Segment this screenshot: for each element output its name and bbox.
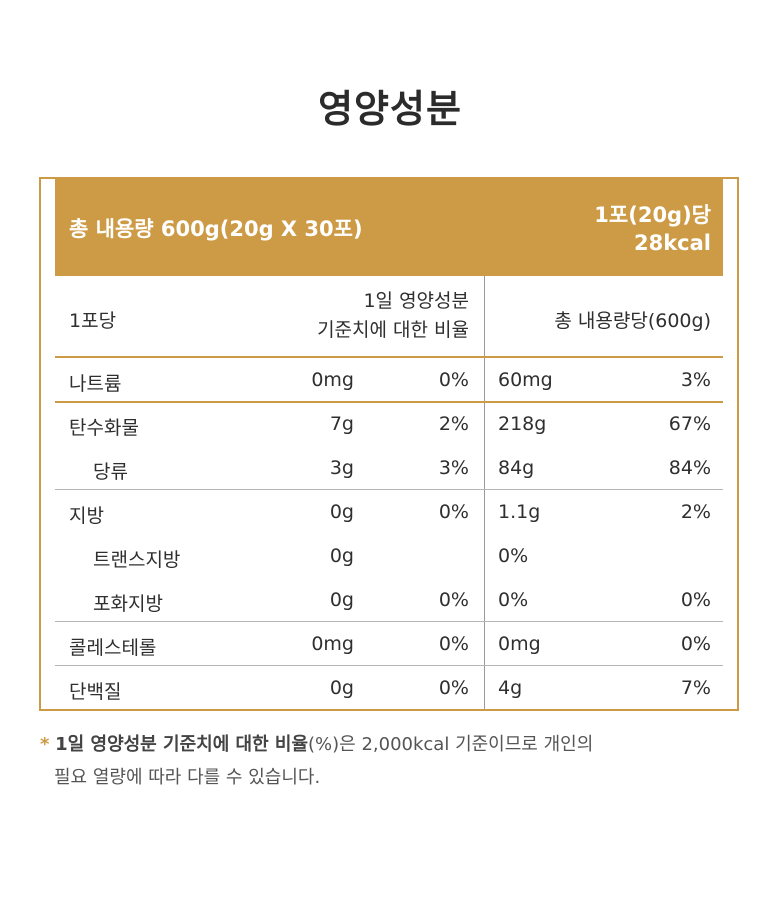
column-divider xyxy=(484,276,485,709)
row-divider xyxy=(55,621,723,622)
table-row: 단백질 0g 0% 4g 7% xyxy=(55,666,723,710)
table-row: 당류 3g 3% 84g 84% xyxy=(55,446,723,490)
page-title: 영양성분 xyxy=(318,87,462,131)
nutrient-amount: 0g xyxy=(329,501,354,523)
nutrient-amount: 7g xyxy=(329,413,354,435)
table-row: 나트륨 0mg 0% 60mg 3% xyxy=(55,358,723,402)
footnote-asterisk: * xyxy=(40,734,50,755)
nutrient-daily-percent: 0% xyxy=(438,589,469,611)
col-daily-ratio: 1일 영양성분 기준치에 대한 비율 xyxy=(317,287,469,345)
nutrient-daily-percent: 0% xyxy=(438,369,469,391)
nutrient-total-percent: 67% xyxy=(668,413,711,435)
footnote: * 1일 영양성분 기준치에 대한 비율(%)은 2,000kcal 기준이므로… xyxy=(40,728,740,794)
row-divider xyxy=(55,489,723,490)
table-row: 포화지방 0g 0% 0% 0% xyxy=(55,578,723,622)
nutrient-name: 콜레스테롤 xyxy=(69,637,157,659)
nutrient-name: 지방 xyxy=(69,505,104,527)
nutrient-total-amount: 84g xyxy=(498,457,535,479)
row-divider xyxy=(55,401,723,403)
nutrient-amount: 0mg xyxy=(311,633,354,655)
nutrient-total-amount: 4g xyxy=(498,677,523,699)
nutrient-name: 포화지방 xyxy=(93,593,163,615)
nutrient-daily-percent: 0% xyxy=(438,677,469,699)
nutrient-total-percent: 7% xyxy=(680,677,711,699)
col-daily-ratio-line1: 1일 영양성분 xyxy=(363,290,469,312)
nutrient-total-amount: 1.1g xyxy=(498,501,541,523)
footnote-line2: 필요 열량에 따라 다를 수 있습니다. xyxy=(54,767,321,788)
col-per-pack: 1포당 xyxy=(69,310,117,332)
nutrient-name: 당류 xyxy=(93,461,128,483)
table-header-bar: 총 내용량 600g(20g X 30포) 1포(20g)당 28kcal xyxy=(55,179,723,276)
table-row: 트랜스지방 0g 0% xyxy=(55,534,723,578)
footnote-bold: 1일 영양성분 기준치에 대한 비율 xyxy=(55,734,309,755)
nutrient-daily-percent: 2% xyxy=(438,413,469,435)
nutrient-total-percent: 0% xyxy=(680,589,711,611)
header-divider xyxy=(55,356,723,358)
nutrient-total-percent: 3% xyxy=(680,369,711,391)
total-content-label: 총 내용량 600g(20g X 30포) xyxy=(69,217,363,241)
calories-label: 28kcal xyxy=(633,231,711,255)
nutrient-name: 나트륨 xyxy=(69,373,122,395)
nutrient-total-amount: 0% xyxy=(498,589,529,611)
nutrient-amount: 3g xyxy=(329,457,354,479)
nutrient-amount: 0g xyxy=(329,677,354,699)
table-row: 탄수화물 7g 2% 218g 67% xyxy=(55,402,723,446)
nutrient-total-amount: 60mg xyxy=(498,369,553,391)
per-pack-label: 1포(20g)당 xyxy=(594,203,711,227)
nutrient-name: 트랜스지방 xyxy=(93,549,181,571)
row-divider xyxy=(55,665,723,666)
nutrient-total-amount: 0% xyxy=(498,545,529,567)
nutrient-total-percent: 2% xyxy=(680,501,711,523)
nutrient-total-percent: 84% xyxy=(668,457,711,479)
nutrient-amount: 0mg xyxy=(311,369,354,391)
per-pack-calories: 1포(20g)당 28kcal xyxy=(594,201,711,257)
column-header-row: 1포당 1일 영양성분 기준치에 대한 비율 총 내용량당(600g) xyxy=(55,276,723,356)
footnote-text: (%)은 2,000kcal 기준이므로 개인의 xyxy=(308,734,594,755)
nutrient-total-percent: 0% xyxy=(680,633,711,655)
nutrient-daily-percent: 0% xyxy=(438,501,469,523)
nutrient-amount: 0g xyxy=(329,545,354,567)
col-daily-ratio-line2: 기준치에 대한 비율 xyxy=(317,319,469,341)
nutrient-daily-percent: 0% xyxy=(438,633,469,655)
nutrient-amount: 0g xyxy=(329,589,354,611)
col-total: 총 내용량당(600g) xyxy=(554,310,711,332)
nutrition-table-inner: 총 내용량 600g(20g X 30포) 1포(20g)당 28kcal 1포… xyxy=(55,179,723,709)
nutrient-name: 단백질 xyxy=(69,681,122,703)
nutrient-name: 탄수화물 xyxy=(69,417,139,439)
table-row: 콜레스테롤 0mg 0% 0mg 0% xyxy=(55,622,723,666)
nutrient-total-amount: 218g xyxy=(498,413,547,435)
nutrient-daily-percent: 3% xyxy=(438,457,469,479)
nutrient-total-amount: 0mg xyxy=(498,633,541,655)
table-row: 지방 0g 0% 1.1g 2% xyxy=(55,490,723,534)
nutrition-table: 총 내용량 600g(20g X 30포) 1포(20g)당 28kcal 1포… xyxy=(39,177,739,711)
